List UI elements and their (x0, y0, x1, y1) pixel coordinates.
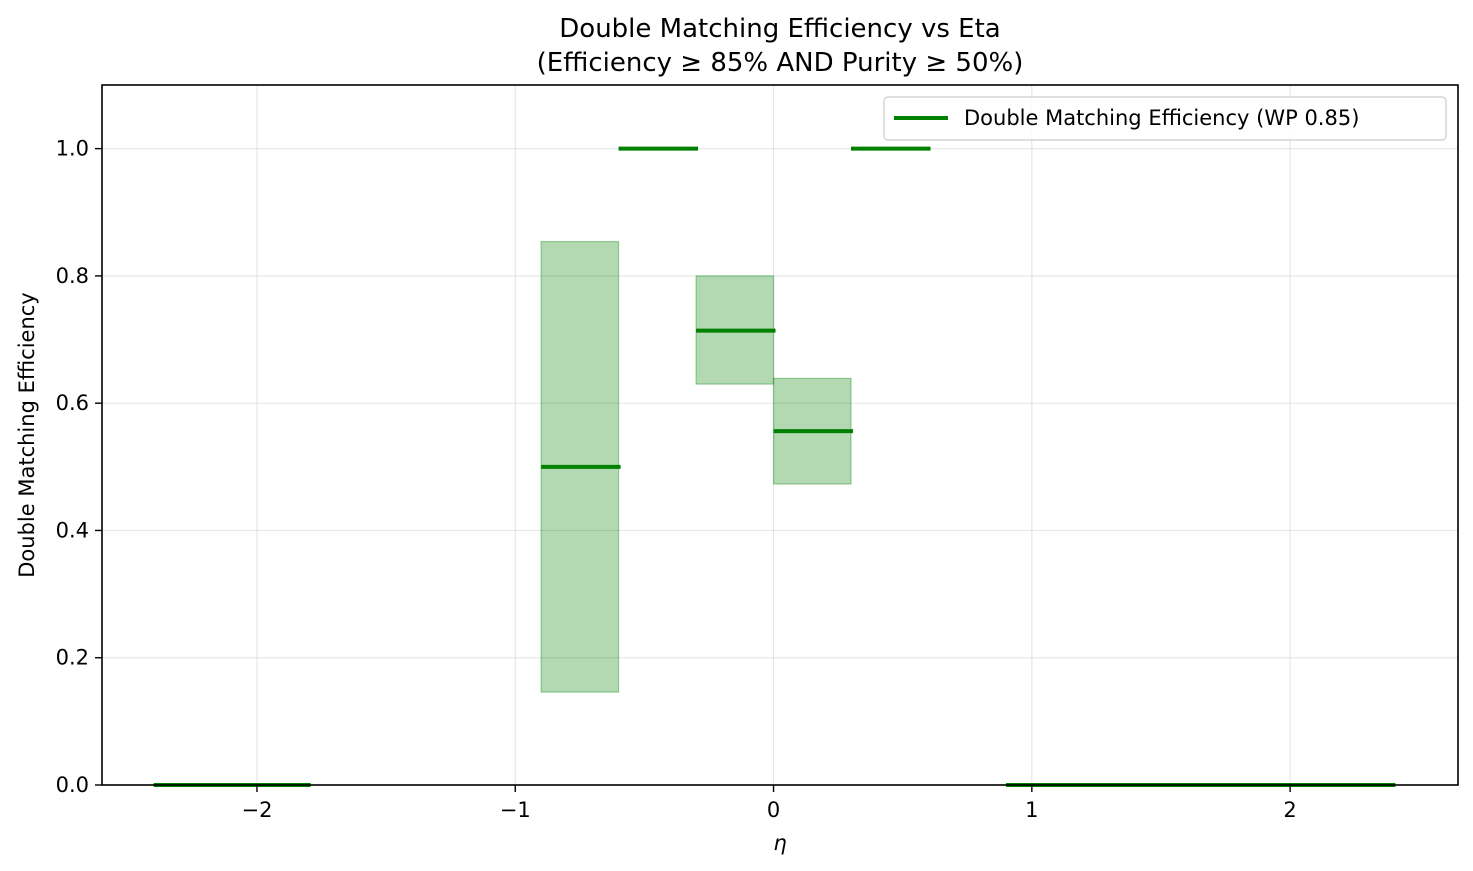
x-tick-label: 2 (1283, 798, 1296, 822)
y-axis-label: Double Matching Efficiency (15, 292, 39, 577)
plot-frame (101, 84, 1459, 786)
x-tick-label: 1 (1025, 798, 1038, 822)
x-tick-label: 0 (767, 798, 780, 822)
y-tick-label: 0.8 (56, 264, 89, 288)
y-tick-label: 0.0 (56, 773, 89, 797)
legend-label: Double Matching Efficiency (WP 0.85) (964, 106, 1359, 130)
y-tick-label: 1.0 (56, 137, 89, 161)
legend-box (883, 96, 1447, 141)
y-tick-label: 0.2 (56, 646, 89, 670)
chart-title: Double Matching Efficiency vs Eta (559, 14, 1000, 44)
y-tick-label: 0.4 (56, 518, 89, 542)
y-tick-label: 0.6 (56, 391, 89, 415)
legend: Double Matching Efficiency (WP 0.85) (883, 96, 1447, 141)
x-tick-label: −1 (500, 798, 531, 822)
x-axis-label: η (773, 831, 786, 855)
y-axis-ticks: 0.0 0.2 0.4 0.6 0.8 1.0 (56, 137, 102, 797)
x-axis-ticks: −2 −1 0 1 2 (241, 785, 1297, 822)
x-tick-label: −2 (241, 798, 272, 822)
chart-subtitle: (Efficiency ≥ 85% AND Purity ≥ 50%) (537, 48, 1024, 78)
